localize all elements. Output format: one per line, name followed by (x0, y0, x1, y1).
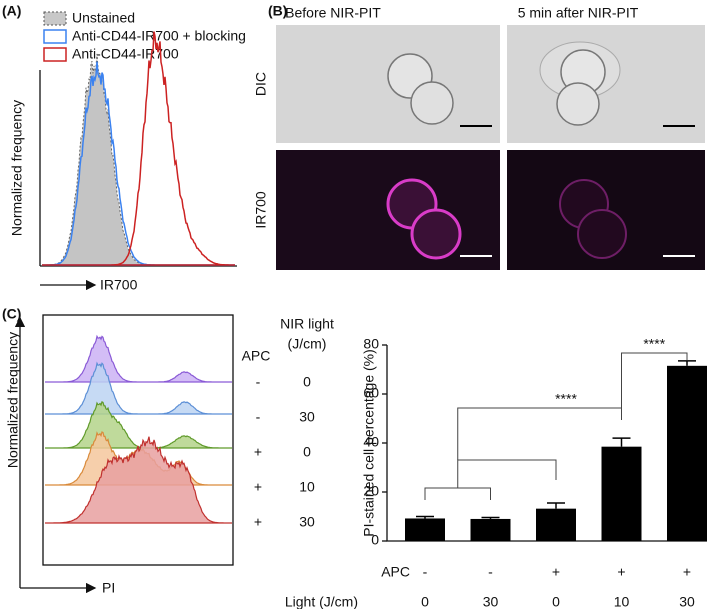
table-cell: - (256, 374, 261, 390)
x-axis-label: IR700 (100, 277, 138, 293)
panel-label: (B) (268, 3, 287, 19)
column-title: 5 min after NIR-PIT (518, 5, 639, 21)
x-tick-label: + (552, 564, 560, 580)
table-header: APC (242, 348, 271, 364)
table-cell: + (254, 444, 262, 460)
histogram (42, 31, 235, 266)
x-tick-label: 30 (483, 594, 499, 609)
table-cell: - (256, 409, 261, 425)
row-title: IR700 (253, 191, 269, 229)
ridge (45, 361, 232, 415)
table-cell: 30 (299, 514, 315, 530)
table-cell: 10 (299, 479, 315, 495)
bar (470, 518, 511, 541)
annotation: **** (643, 336, 665, 352)
table-cell: + (254, 479, 262, 495)
y-tick-label: 0 (371, 532, 379, 548)
column-title: Before NIR-PIT (285, 5, 381, 21)
table-cell: + (254, 514, 262, 530)
x-tick-label: 30 (679, 594, 695, 609)
ridge (45, 436, 232, 524)
y-axis-label: Normalized frequency (9, 100, 25, 236)
table-cell: 30 (299, 409, 315, 425)
plot-frame (42, 314, 234, 566)
x-tick-label: + (617, 564, 625, 580)
bar (601, 446, 642, 541)
bracket (424, 459, 557, 500)
histogram (42, 53, 235, 266)
legend-label: Unstained (72, 10, 135, 26)
bracket (621, 352, 688, 410)
bracket (457, 407, 622, 460)
x-tick-label: 10 (614, 594, 630, 609)
ridge (45, 401, 232, 449)
bar (405, 518, 445, 541)
table-header: (J/cm) (288, 336, 327, 352)
y-axis-label: PI-stained cell percentage (%) (361, 349, 377, 537)
y-tick-label: 40 (363, 434, 379, 450)
axis (39, 70, 237, 267)
row-label: Light (J/cm) (285, 594, 358, 609)
legend-swatch (43, 29, 67, 44)
x-tick-label: - (423, 564, 428, 580)
row-label: APC (381, 564, 410, 580)
y-axis-label: Normalized frequency (5, 332, 21, 468)
x-tick-label: + (683, 564, 691, 580)
y-tick-label: 60 (363, 385, 379, 401)
table-cell: 0 (303, 374, 311, 390)
bar (667, 365, 707, 541)
table-cell: 0 (303, 444, 311, 460)
legend-swatch (43, 47, 67, 62)
y-tick-label: 20 (363, 483, 379, 499)
y-tick-label: 80 (363, 336, 379, 352)
legend-swatch (43, 11, 67, 26)
x-tick-label: 0 (552, 594, 560, 609)
x-tick-label: - (488, 564, 493, 580)
x-axis-label: PI (102, 580, 115, 596)
legend-label: Anti-CD44-IR700 + blocking (72, 28, 246, 44)
panel-label: (C) (2, 306, 21, 322)
annotation: **** (555, 391, 577, 407)
bar (536, 508, 576, 541)
x-tick-label: 0 (421, 594, 429, 609)
panel-label: (A) (2, 3, 21, 19)
row-title: DIC (253, 72, 269, 96)
legend-label: Anti-CD44-IR700 (72, 46, 179, 62)
ridge (45, 334, 232, 383)
table-header: NIR light (280, 316, 334, 332)
micrographs (276, 25, 705, 270)
